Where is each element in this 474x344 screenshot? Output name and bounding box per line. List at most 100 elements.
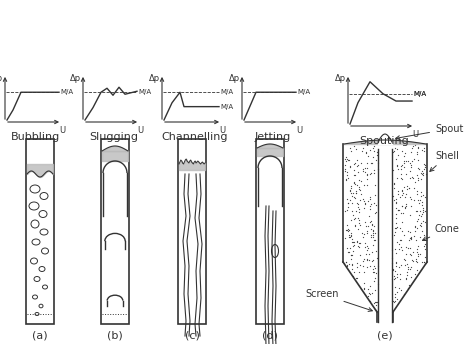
- Point: [374, 166, 382, 172]
- Point: [418, 211, 426, 216]
- Point: [374, 150, 381, 155]
- Point: [411, 143, 419, 148]
- Point: [343, 262, 351, 268]
- Point: [342, 159, 350, 164]
- Point: [394, 208, 402, 213]
- Point: [371, 230, 379, 236]
- Point: [415, 212, 423, 217]
- Point: [419, 218, 427, 224]
- Point: [344, 201, 352, 206]
- Point: [370, 263, 378, 269]
- Point: [417, 234, 424, 240]
- Point: [407, 196, 414, 202]
- Point: [346, 187, 354, 193]
- Point: [400, 184, 408, 190]
- Point: [360, 234, 367, 239]
- Point: [351, 269, 358, 275]
- Point: [402, 171, 410, 177]
- Point: [391, 148, 398, 154]
- Point: [353, 260, 360, 266]
- Point: [418, 213, 425, 218]
- Text: U: U: [412, 130, 418, 139]
- Point: [392, 206, 400, 211]
- Point: [371, 192, 379, 197]
- Point: [355, 269, 362, 275]
- Point: [367, 202, 374, 207]
- Text: M/A: M/A: [220, 89, 233, 95]
- Point: [389, 149, 396, 155]
- Bar: [256, 139, 284, 324]
- Point: [419, 172, 426, 177]
- Point: [406, 194, 414, 200]
- Point: [421, 254, 428, 260]
- Text: Δp: Δp: [70, 74, 81, 83]
- Point: [363, 160, 371, 166]
- Point: [356, 206, 363, 212]
- Point: [365, 257, 373, 262]
- Point: [346, 189, 354, 194]
- Point: [360, 205, 367, 211]
- Point: [393, 239, 401, 244]
- Point: [399, 190, 406, 195]
- Point: [420, 259, 428, 265]
- Point: [341, 162, 348, 168]
- Point: [363, 264, 371, 270]
- Text: U: U: [137, 126, 143, 135]
- Point: [371, 170, 378, 175]
- Point: [392, 260, 400, 266]
- Point: [408, 174, 416, 180]
- Point: [407, 150, 415, 155]
- Point: [393, 163, 401, 169]
- Text: Δp: Δp: [0, 74, 3, 83]
- Point: [360, 287, 368, 292]
- Point: [418, 259, 426, 264]
- Point: [413, 247, 421, 252]
- Point: [394, 192, 402, 197]
- Point: [416, 197, 423, 203]
- Point: [399, 204, 406, 209]
- Point: [354, 204, 362, 209]
- Ellipse shape: [40, 229, 48, 235]
- Point: [355, 209, 362, 214]
- Point: [415, 166, 422, 172]
- Text: M/A: M/A: [138, 89, 151, 95]
- Point: [412, 208, 420, 213]
- Point: [407, 245, 414, 250]
- Point: [353, 239, 361, 244]
- Point: [359, 145, 366, 150]
- Point: [397, 211, 405, 216]
- Point: [388, 247, 396, 253]
- Point: [356, 240, 364, 246]
- Text: Bubbling: Bubbling: [11, 132, 61, 142]
- Point: [403, 186, 411, 192]
- Ellipse shape: [39, 304, 43, 308]
- Point: [392, 212, 400, 217]
- Ellipse shape: [33, 295, 37, 299]
- Point: [345, 249, 353, 255]
- Point: [347, 252, 355, 258]
- Point: [410, 186, 418, 191]
- Point: [368, 291, 375, 296]
- Point: [350, 242, 357, 248]
- Point: [348, 237, 356, 242]
- Point: [343, 263, 351, 269]
- Point: [392, 259, 400, 265]
- Point: [392, 284, 399, 290]
- Point: [404, 286, 411, 291]
- Text: U: U: [59, 126, 65, 135]
- Point: [352, 208, 359, 214]
- Point: [406, 266, 414, 271]
- Point: [401, 205, 409, 211]
- Point: [356, 178, 363, 183]
- Point: [417, 223, 425, 228]
- Point: [370, 270, 377, 275]
- Point: [353, 189, 360, 194]
- Point: [372, 248, 380, 254]
- Point: [390, 273, 398, 279]
- Point: [398, 248, 405, 253]
- Point: [399, 188, 406, 193]
- Point: [394, 189, 402, 194]
- Text: (b): (b): [107, 330, 123, 340]
- Point: [370, 145, 377, 150]
- Point: [344, 228, 352, 234]
